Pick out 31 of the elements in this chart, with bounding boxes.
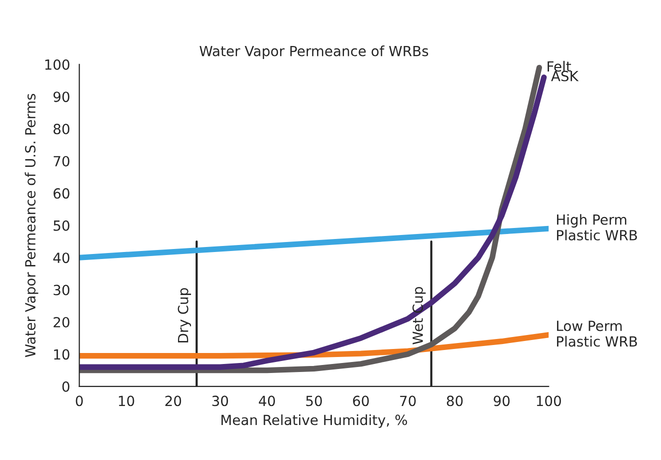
y-tick-label: 10 (54, 349, 70, 360)
x-tick-label: 30 (212, 396, 228, 406)
x-tick-label: 40 (258, 396, 275, 406)
x-tick-label: 10 (118, 396, 134, 406)
y-tick-label: 80 (54, 124, 70, 134)
x-tick-label: 70 (400, 396, 416, 406)
x-tick-label: 0 (76, 396, 83, 406)
x-tick-label: 90 (494, 396, 510, 406)
y-tick-label: 100 (45, 59, 70, 70)
y-axis-title: Water Vapor Permeance of U.S. Perms (24, 94, 38, 358)
chart-title: Water Vapor Permeance of WRBs (200, 46, 428, 59)
x-tick-label: 60 (353, 396, 369, 406)
x-tick-label: 20 (165, 396, 182, 406)
y-tick-label: 20 (54, 316, 70, 328)
x-tick-label: 100 (536, 396, 561, 406)
series-label: High Perm Plastic WRB (557, 214, 637, 240)
y-tick-label: 60 (54, 188, 70, 199)
series-label: Felt (548, 60, 572, 72)
x-tick-label: 50 (306, 396, 322, 406)
series-label: Low Perm Plastic WRB (557, 320, 637, 347)
series-label: ASK (551, 70, 579, 82)
y-tick-label: 0 (62, 381, 70, 392)
y-tick-label: 30 (54, 284, 70, 296)
y-tick-label: 90 (53, 92, 70, 102)
x-axis-title: Mean Relative Humidity, % (221, 414, 408, 428)
y-tick-label: 50 (54, 220, 70, 231)
y-tick-label: 40 (53, 252, 70, 264)
ref-line-label: Wet Cup (412, 287, 426, 344)
ref-line-label: Dry Cup (178, 288, 192, 342)
y-tick-label: 70 (54, 156, 70, 166)
x-tick-label: 80 (446, 396, 463, 406)
